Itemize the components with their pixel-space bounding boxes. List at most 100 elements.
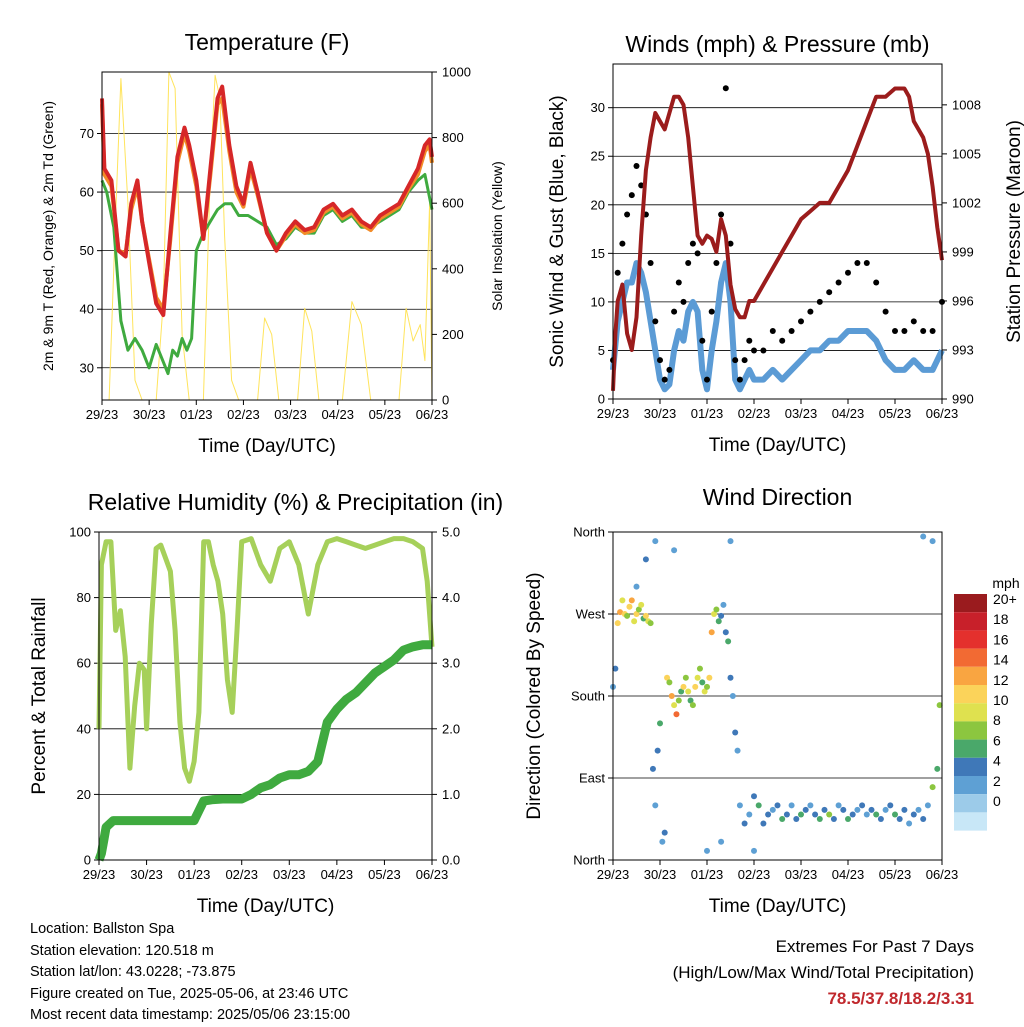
y-right-tick-label: 4.0 [442, 590, 460, 605]
direction-point [929, 538, 936, 545]
x-tick-label: 29/23 [597, 867, 630, 882]
y-tick-label: North [573, 525, 605, 540]
station-info: Location: Ballston Spa Station elevation… [30, 919, 350, 1027]
x-tick-label: 05/23 [879, 406, 912, 421]
gust-point [798, 318, 804, 325]
direction-point [849, 811, 856, 818]
gust-point [624, 211, 631, 218]
extremes-values: 78.5/37.8/18.2/3.31 [827, 989, 974, 1008]
y-right-tick-label: 3.0 [442, 656, 460, 671]
extremes-panel: Extremes For Past 7 Days (High/Low/Max W… [673, 934, 974, 1012]
y-tick-label: 10 [591, 294, 605, 309]
y-right-tick-label: 400 [442, 261, 464, 276]
direction-point [680, 683, 687, 690]
y-right-axis-label: Station Pressure (Maroon) [1004, 120, 1024, 343]
x-tick-label: 03/23 [785, 867, 818, 882]
direction-point [765, 811, 772, 818]
x-tick-label: 05/23 [369, 407, 402, 422]
direction-point [720, 601, 727, 608]
recent-timestamp-text: Most recent data timestamp: 2025/05/06 2… [30, 1007, 351, 1023]
gust-point [751, 347, 757, 354]
plot-frame [101, 71, 433, 401]
direction-point [736, 802, 743, 809]
gust-point [633, 162, 640, 169]
gust-point [680, 298, 687, 305]
legend-swatch [954, 794, 987, 813]
direction-point [920, 816, 927, 822]
gust-point [892, 328, 898, 335]
direction-point [727, 538, 734, 545]
chart-title: Temperature (F) [185, 29, 350, 55]
gust-point [910, 318, 917, 325]
direction-point [929, 784, 936, 791]
direction-point [915, 806, 922, 813]
y-tick-label: 5 [598, 343, 605, 358]
direction-point [793, 816, 800, 822]
y-tick-label: 20 [77, 787, 91, 802]
x-tick-label: 02/23 [738, 867, 771, 882]
legend-title: mph [992, 575, 1019, 591]
direction-point [704, 683, 710, 690]
direction-point [718, 838, 725, 845]
y-right-tick-label: 200 [442, 327, 464, 342]
legend-swatch [954, 812, 987, 831]
y-tick-label: 60 [80, 185, 94, 200]
direction-point [718, 612, 725, 619]
legend-label: 6 [993, 732, 1001, 748]
legend-label: 20+ [993, 591, 1017, 607]
gust-point [652, 318, 659, 325]
legend-swatch [954, 612, 987, 631]
gust-point [788, 328, 795, 335]
legend-label: 8 [993, 712, 1001, 728]
direction-point [788, 802, 795, 809]
latlon-text: Station lat/lon: 43.0228; -73.875 [30, 964, 236, 980]
direction-point [729, 693, 736, 699]
direction-point [668, 693, 675, 699]
direction-point [783, 811, 790, 818]
pressure-line [611, 86, 944, 391]
x-tick-label: 01/23 [691, 867, 724, 882]
direction-point [821, 806, 828, 813]
y-right-tick-label: 993 [952, 342, 974, 357]
x-tick-label: 06/23 [416, 867, 449, 882]
direction-point [704, 847, 710, 854]
x-tick-label: 06/23 [926, 406, 959, 421]
direction-point [910, 811, 917, 818]
gust-point [769, 328, 776, 335]
direction-point [713, 606, 720, 613]
plot-frame [612, 63, 943, 400]
direction-point [708, 629, 715, 636]
y-right-tick-label: 1005 [952, 146, 981, 161]
gust-point [901, 328, 908, 335]
direction-point [727, 674, 734, 681]
y-right-tick-label: 1.0 [442, 787, 460, 802]
gust-point [760, 347, 767, 354]
x-axis-label: Time (Day/UTC) [709, 435, 847, 456]
legend-swatch [954, 721, 987, 740]
x-tick-label: 05/23 [368, 867, 401, 882]
legend-label: 16 [993, 631, 1009, 647]
direction-point [664, 674, 671, 681]
gust-point [863, 260, 870, 267]
x-tick-label: 01/23 [178, 867, 211, 882]
x-tick-label: 02/23 [227, 407, 260, 422]
x-tick-label: 05/23 [879, 867, 912, 882]
gust-point [647, 260, 654, 267]
x-tick-label: 01/23 [180, 407, 213, 422]
gust-point [920, 328, 927, 335]
legend-label: 4 [993, 753, 1001, 769]
created-text: Figure created on Tue, 2025-05-06, at 23… [30, 985, 349, 1002]
direction-point [854, 806, 861, 813]
legend-swatch [954, 666, 987, 685]
direction-point [901, 806, 908, 813]
direction-point [649, 765, 656, 772]
gust-point [736, 376, 743, 383]
x-tick-label: 03/23 [274, 407, 307, 422]
legend-swatch [954, 630, 987, 649]
y-right-tick-label: 1002 [952, 195, 981, 210]
legend-label: 14 [993, 652, 1009, 668]
y-right-tick-label: 1000 [442, 65, 471, 80]
direction-point [685, 688, 692, 695]
legend-swatch [954, 703, 987, 722]
x-axis-label: Time (Day/UTC) [197, 896, 335, 917]
